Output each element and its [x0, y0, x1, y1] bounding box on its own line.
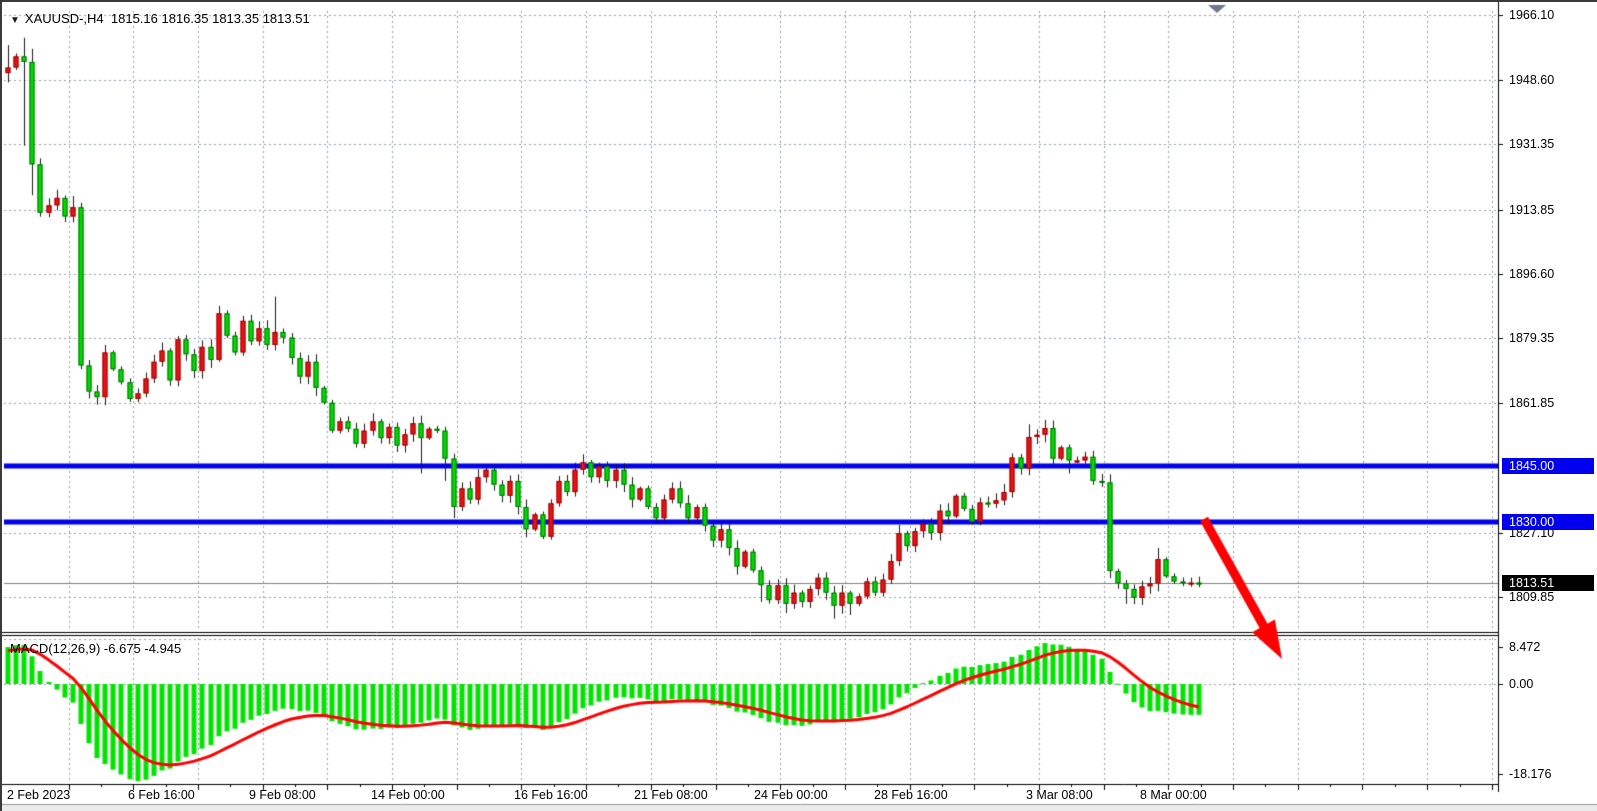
time-axis-label: 9 Feb 08:00: [249, 788, 316, 802]
price-axis-label: 1861.85: [1509, 396, 1555, 411]
time-axis-label: 14 Feb 00:00: [371, 788, 445, 802]
price-axis-label: 1948.60: [1509, 73, 1555, 88]
price-axis-label: 1896.60: [1509, 266, 1555, 281]
time-axis-label: 3 Mar 08:00: [1026, 788, 1093, 802]
symbol-dropdown-icon: ▼: [10, 15, 20, 26]
time-axis-label: 21 Feb 08:00: [634, 788, 708, 802]
level-price-tag: 1845.00: [1502, 458, 1594, 475]
price-axis-label: 1809.85: [1509, 589, 1555, 604]
macd-scale-label: -18.176: [1509, 767, 1552, 781]
time-axis-label: 8 Mar 00:00: [1140, 788, 1207, 802]
macd-indicator-label: MACD(12,26,9) -6.675 -4.945: [10, 641, 182, 656]
time-axis-label: 2 Feb 2023: [7, 788, 71, 802]
time-axis-label: 6 Feb 16:00: [128, 788, 195, 802]
macd-scale-label: 0.00: [1509, 677, 1534, 691]
macd-scale-label: 8.472: [1509, 640, 1541, 654]
time-axis-label: 16 Feb 16:00: [514, 788, 588, 802]
time-axis-label: 24 Feb 00:00: [754, 788, 828, 802]
price-axis-label: 1879.35: [1509, 331, 1555, 346]
price-axis-label: 1913.85: [1509, 202, 1555, 217]
chart-title-ohlc: 1815.16 1816.35 1813.35 1813.51: [110, 11, 310, 26]
price-axis-label: 1966.10: [1509, 8, 1555, 22]
time-axis-label: 28 Feb 16:00: [874, 788, 948, 802]
chart-title: ▼ XAUUSD-,H4 1815.16 1816.35 1813.35 1813…: [10, 11, 310, 26]
level-price-tag: 1830.00: [1502, 513, 1594, 530]
current-price-tag: 1813.51: [1502, 575, 1594, 592]
chart-title-symbol: XAUUSD-,H4: [24, 11, 104, 26]
price-axis-label: 1931.35: [1509, 137, 1555, 152]
